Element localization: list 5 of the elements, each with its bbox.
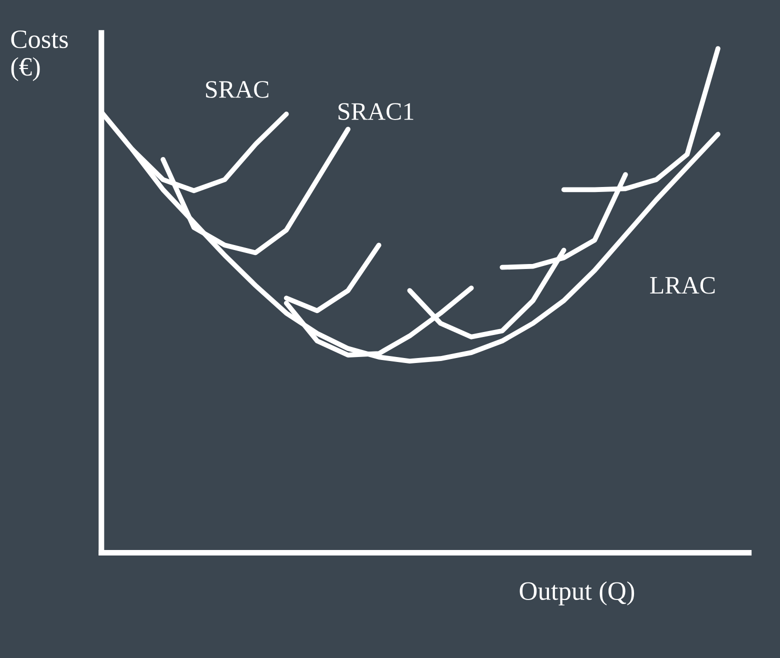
x-axis-title: Output (Q) [520,581,634,606]
y-axis-title: Costs (€) [11,30,68,82]
series-label: LRAC [650,276,715,294]
series-label: SRAC1 [338,103,414,120]
series-label: SRAC [206,81,268,98]
